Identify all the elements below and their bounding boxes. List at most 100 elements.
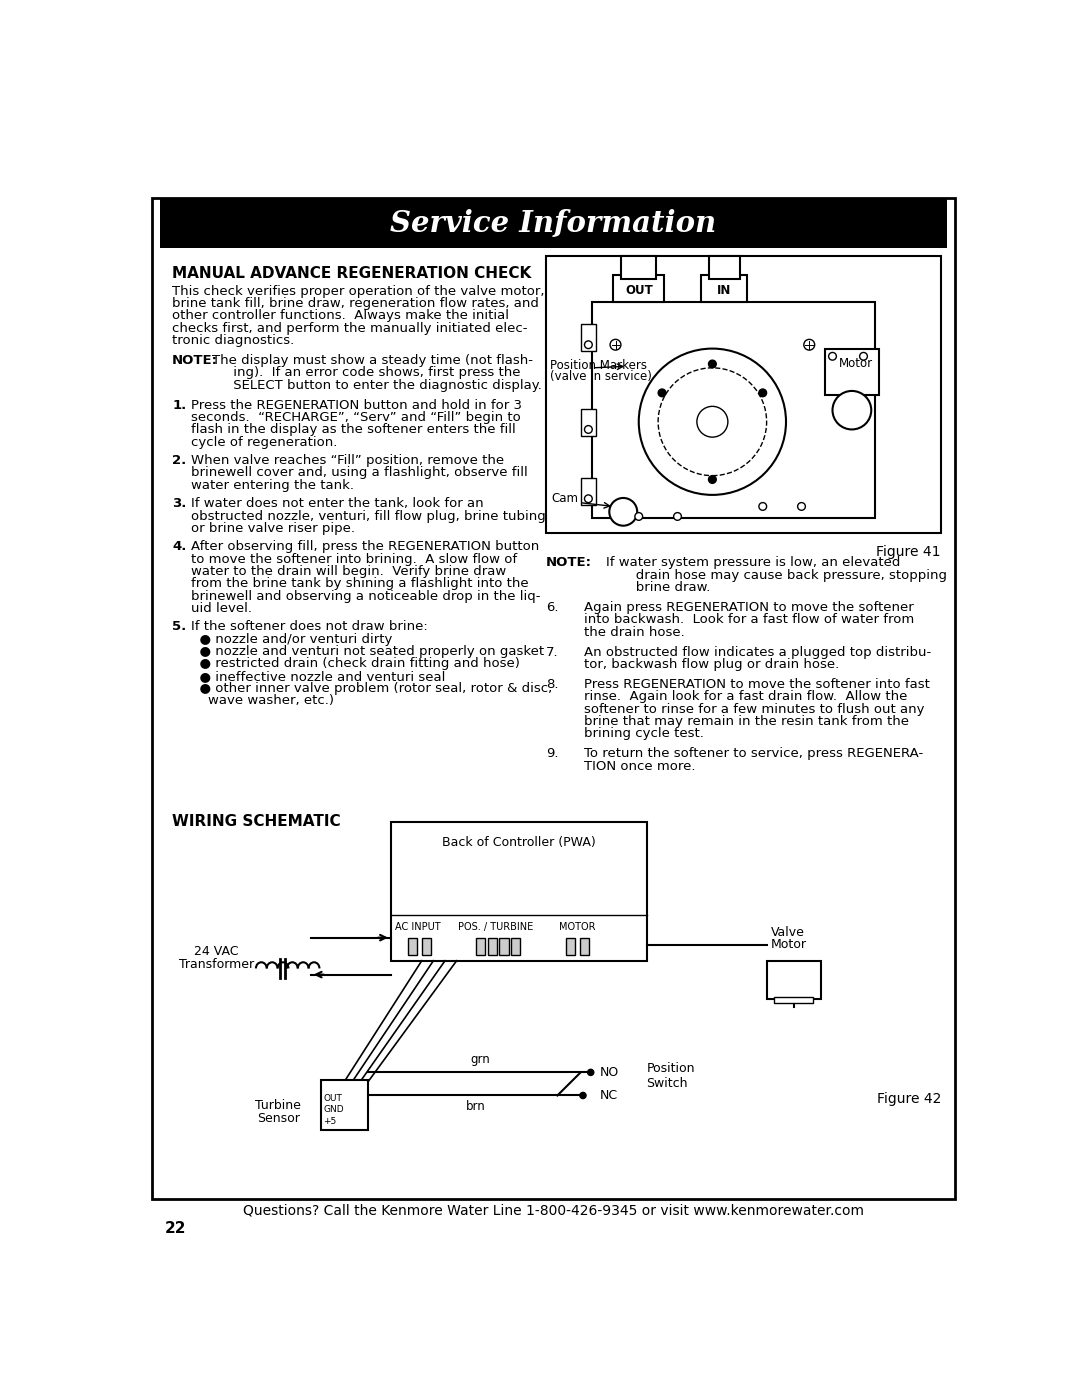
- Bar: [391, 823, 647, 961]
- Text: If water system pressure is low, an elevated: If water system pressure is low, an elev…: [606, 556, 901, 570]
- Circle shape: [828, 352, 836, 360]
- Text: The display must show a steady time (not flash-: The display must show a steady time (not…: [213, 353, 534, 367]
- Text: Valve: Valve: [770, 926, 805, 939]
- Bar: [774, 997, 813, 1003]
- Text: ● restricted drain (check drain fitting and hose): ● restricted drain (check drain fitting …: [191, 658, 519, 671]
- Circle shape: [833, 391, 872, 429]
- Circle shape: [708, 360, 716, 367]
- Text: This check verifies proper operation of the valve motor,: This check verifies proper operation of …: [172, 285, 544, 298]
- Circle shape: [610, 339, 621, 351]
- Text: 9.: 9.: [545, 747, 558, 760]
- Text: Position: Position: [647, 1062, 696, 1076]
- Bar: [592, 302, 875, 518]
- Circle shape: [759, 388, 767, 397]
- Text: Press the REGENERATION button and hold in for 3: Press the REGENERATION button and hold i…: [191, 398, 522, 412]
- Circle shape: [588, 1069, 594, 1076]
- Text: 4.: 4.: [172, 541, 187, 553]
- Text: Again press REGENERATION to move the softener: Again press REGENERATION to move the sof…: [584, 601, 915, 615]
- Text: IN: IN: [717, 285, 731, 298]
- Circle shape: [638, 349, 786, 495]
- Text: Figure 41: Figure 41: [877, 545, 941, 559]
- Text: brining cycle test.: brining cycle test.: [584, 728, 704, 740]
- Text: cycle of regeneration.: cycle of regeneration.: [191, 436, 337, 448]
- Bar: [511, 937, 521, 954]
- Bar: [581, 478, 596, 504]
- Bar: [767, 961, 821, 999]
- Bar: [545, 256, 941, 534]
- Text: GND: GND: [323, 1105, 343, 1115]
- Circle shape: [798, 503, 806, 510]
- Circle shape: [759, 503, 767, 510]
- Text: Transformer: Transformer: [179, 958, 254, 971]
- Text: ● nozzle and venturi not seated properly on gasket: ● nozzle and venturi not seated properly…: [191, 645, 544, 658]
- Text: NC: NC: [600, 1090, 618, 1102]
- Text: drain hose may cause back pressure, stopping: drain hose may cause back pressure, stop…: [606, 569, 947, 581]
- Bar: [422, 937, 431, 954]
- Bar: [160, 198, 947, 249]
- Text: 7.: 7.: [545, 645, 558, 659]
- Text: AC INPUT: AC INPUT: [395, 922, 441, 932]
- Text: from the brine tank by shining a flashlight into the: from the brine tank by shining a flashli…: [191, 577, 528, 591]
- Text: MANUAL ADVANCE REGENERATION CHECK: MANUAL ADVANCE REGENERATION CHECK: [172, 267, 531, 281]
- Text: water entering the tank.: water entering the tank.: [191, 479, 354, 492]
- Text: Motor: Motor: [770, 939, 807, 951]
- Text: into backwash.  Look for a fast flow of water from: into backwash. Look for a fast flow of w…: [584, 613, 915, 626]
- Text: tor, backwash flow plug or drain hose.: tor, backwash flow plug or drain hose.: [584, 658, 840, 671]
- Text: 8.: 8.: [545, 678, 558, 692]
- Text: brinewell and observing a noticeable drop in the liq-: brinewell and observing a noticeable dro…: [191, 590, 540, 602]
- Text: the drain hose.: the drain hose.: [584, 626, 685, 638]
- Text: Questions? Call the Kenmore Water Line 1-800-426-9345 or visit www.kenmorewater.: Questions? Call the Kenmore Water Line 1…: [243, 1204, 864, 1218]
- Circle shape: [674, 513, 681, 520]
- Text: An obstructed flow indicates a plugged top distribu-: An obstructed flow indicates a plugged t…: [584, 645, 932, 659]
- Text: ● other inner valve problem (rotor seal, rotor & disc,: ● other inner valve problem (rotor seal,…: [191, 682, 552, 694]
- Text: If the softener does not draw brine:: If the softener does not draw brine:: [191, 620, 428, 633]
- Circle shape: [697, 407, 728, 437]
- Text: seconds.  “RECHARGE”, “Serv” and “Fill” begin to: seconds. “RECHARGE”, “Serv” and “Fill” b…: [191, 411, 521, 423]
- Text: wave washer, etc.): wave washer, etc.): [191, 694, 334, 707]
- Text: 1.: 1.: [172, 398, 187, 412]
- Text: tronic diagnostics.: tronic diagnostics.: [172, 334, 295, 346]
- Circle shape: [658, 367, 767, 475]
- Text: grn: grn: [470, 1053, 489, 1066]
- Circle shape: [804, 339, 814, 351]
- Text: checks first, and perform the manually initiated elec-: checks first, and perform the manually i…: [172, 321, 528, 335]
- Bar: [708, 256, 740, 279]
- Text: Position Markers: Position Markers: [550, 359, 647, 372]
- Text: Service Information: Service Information: [391, 210, 716, 239]
- Circle shape: [584, 341, 592, 349]
- Text: softener to rinse for a few minutes to flush out any: softener to rinse for a few minutes to f…: [584, 703, 924, 715]
- Circle shape: [658, 388, 666, 397]
- Text: 2.: 2.: [172, 454, 187, 467]
- Text: OUT: OUT: [323, 1094, 342, 1104]
- Text: MOTOR: MOTOR: [558, 922, 595, 932]
- Text: Sensor: Sensor: [257, 1112, 300, 1125]
- Text: obstructed nozzle, venturi, fill flow plug, brine tubing,: obstructed nozzle, venturi, fill flow pl…: [191, 510, 550, 522]
- Bar: [581, 409, 596, 436]
- Text: brine draw.: brine draw.: [606, 581, 711, 594]
- Text: rinse.  Again look for a fast drain flow.  Allow the: rinse. Again look for a fast drain flow.…: [584, 690, 908, 704]
- Text: Back of Controller (PWA): Back of Controller (PWA): [442, 835, 595, 849]
- Text: NO: NO: [600, 1066, 619, 1078]
- Text: 22: 22: [164, 1221, 186, 1236]
- Bar: [408, 937, 417, 954]
- Text: uid level.: uid level.: [191, 602, 252, 615]
- Circle shape: [580, 1092, 586, 1098]
- Text: water to the drain will begin.  Verify brine draw: water to the drain will begin. Verify br…: [191, 564, 507, 578]
- Text: NOTE:: NOTE:: [172, 353, 218, 367]
- Text: Motor: Motor: [839, 358, 873, 370]
- Bar: [581, 324, 596, 351]
- Text: brine tank fill, brine draw, regeneration flow rates, and: brine tank fill, brine draw, regeneratio…: [172, 298, 539, 310]
- Circle shape: [584, 495, 592, 503]
- Text: other controller functions.  Always make the initial: other controller functions. Always make …: [172, 309, 509, 323]
- Circle shape: [609, 497, 637, 525]
- Text: brine that may remain in the resin tank from the: brine that may remain in the resin tank …: [584, 715, 909, 728]
- Bar: [476, 937, 485, 954]
- Bar: [701, 275, 747, 302]
- Text: ● ineffective nozzle and venturi seal: ● ineffective nozzle and venturi seal: [191, 669, 445, 683]
- Bar: [621, 256, 656, 279]
- Text: OUT: OUT: [625, 285, 652, 298]
- Text: to move the softener into brining.  A slow flow of: to move the softener into brining. A slo…: [191, 553, 517, 566]
- Text: When valve reaches “Fill” position, remove the: When valve reaches “Fill” position, remo…: [191, 454, 504, 467]
- Text: brn: brn: [467, 1099, 486, 1113]
- Bar: [499, 937, 509, 954]
